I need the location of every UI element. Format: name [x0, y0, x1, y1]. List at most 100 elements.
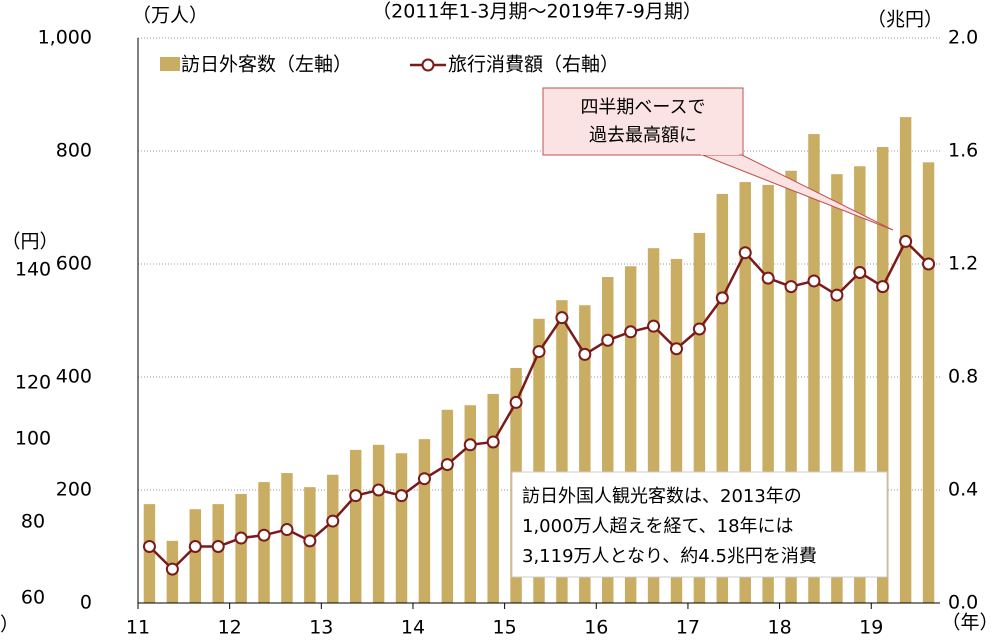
line-marker [669, 342, 683, 356]
bar [143, 504, 156, 603]
y-axis-label: （万人） [132, 5, 208, 27]
bar [762, 184, 774, 603]
line-marker [440, 458, 454, 472]
line-marker [417, 472, 431, 486]
line-marker [211, 540, 225, 553]
y-tick-label: 600 [56, 253, 92, 275]
x-tick-label: 16 [584, 617, 608, 639]
x-tick-label: 11 [126, 617, 150, 639]
callout-box [542, 87, 744, 156]
bar [602, 276, 614, 603]
line-marker [738, 246, 752, 260]
line-marker [761, 271, 775, 285]
chart-title: （2011年1-3月期～2019年7-9月期） [372, 1, 702, 23]
line-marker [578, 347, 592, 361]
bar [624, 266, 637, 603]
bar [395, 453, 408, 603]
line-marker [257, 528, 271, 542]
bar [876, 147, 889, 604]
line-marker [303, 534, 317, 548]
bar [487, 393, 499, 603]
x-tick-label: 13 [309, 617, 333, 639]
line-marker [899, 234, 913, 248]
x-tick-label: 18 [768, 617, 792, 639]
bar [189, 509, 202, 603]
callout-text: 過去最高額に [589, 125, 697, 146]
x-tick-label: 14 [401, 617, 425, 639]
bar [922, 162, 935, 604]
y2-tick-label: 1.2 [948, 253, 978, 275]
line-marker [395, 489, 409, 503]
bar [808, 134, 820, 604]
line-marker [509, 395, 523, 409]
bar [464, 405, 476, 603]
overlay-tick-label: 140 [15, 259, 51, 281]
note-text: 3,119万人となり、約4.5兆円を消費 [522, 546, 817, 567]
line-marker [188, 540, 202, 553]
line-marker [349, 489, 363, 503]
line-marker [807, 274, 821, 288]
line-marker [463, 438, 477, 452]
note-box [511, 471, 888, 578]
y-tick-label: 400 [56, 366, 92, 388]
overlay-tick-label: 80 [21, 511, 45, 533]
x-tick-label: 15 [493, 617, 517, 639]
bar [693, 232, 706, 604]
bar [418, 439, 431, 603]
bar [212, 504, 224, 603]
line-marker [876, 280, 890, 294]
y2-tick-label: 0.8 [948, 366, 978, 388]
bar [349, 449, 362, 603]
bar [556, 300, 568, 603]
y2-tick-label: 0.0 [948, 592, 978, 614]
note-text: 1,000万人超えを経て、18年には [522, 516, 794, 537]
line-marker [922, 257, 936, 271]
x-tick-label: 19 [859, 617, 883, 639]
y2-tick-label: 0.4 [948, 479, 978, 501]
legend-swatch [160, 57, 180, 71]
y-tick-label: 0 [80, 592, 92, 614]
bar [327, 474, 339, 603]
note-text: 訪日外国人観光客数は、2013年の [522, 486, 802, 507]
line-marker [624, 325, 638, 339]
overlay-tick-label: 120 [15, 372, 51, 394]
y2-tick-label: 2.0 [948, 27, 978, 49]
legend-marker [421, 58, 435, 72]
overlay-label: （円） [1, 231, 58, 253]
line-marker [555, 311, 569, 325]
overlay-tick-label: 60 [21, 587, 45, 609]
bar [739, 182, 751, 603]
bar [235, 493, 247, 603]
line-marker [486, 435, 500, 449]
bar [579, 305, 591, 603]
line-marker [692, 322, 706, 336]
bar [372, 444, 385, 603]
overlay-end: ） [0, 614, 19, 636]
bar [281, 473, 293, 603]
x-tick-label: 17 [676, 617, 700, 639]
line-marker [280, 523, 294, 537]
y-tick-label: 800 [56, 140, 92, 162]
line-marker [532, 345, 546, 359]
bar [258, 482, 270, 603]
line-marker [142, 540, 156, 553]
y2-axis-label: （兆円） [867, 9, 943, 31]
line-marker [165, 562, 179, 576]
y-tick-label: 200 [56, 479, 92, 501]
bar [441, 409, 454, 603]
legend-label: 訪日外客数（左軸） [181, 54, 352, 76]
x-axis-label: （年） [941, 612, 998, 634]
bar [899, 117, 912, 603]
bar [854, 166, 866, 603]
bar [831, 174, 843, 604]
line-marker [715, 291, 729, 305]
line-marker [830, 288, 844, 302]
y-tick-label: 1,000 [38, 27, 92, 49]
x-tick-label: 12 [218, 617, 242, 639]
callout-text: 四半期ベースで [580, 97, 705, 118]
bar [533, 318, 545, 603]
bar [670, 258, 683, 603]
line-marker [372, 483, 386, 497]
y2-tick-label: 1.6 [948, 140, 978, 162]
